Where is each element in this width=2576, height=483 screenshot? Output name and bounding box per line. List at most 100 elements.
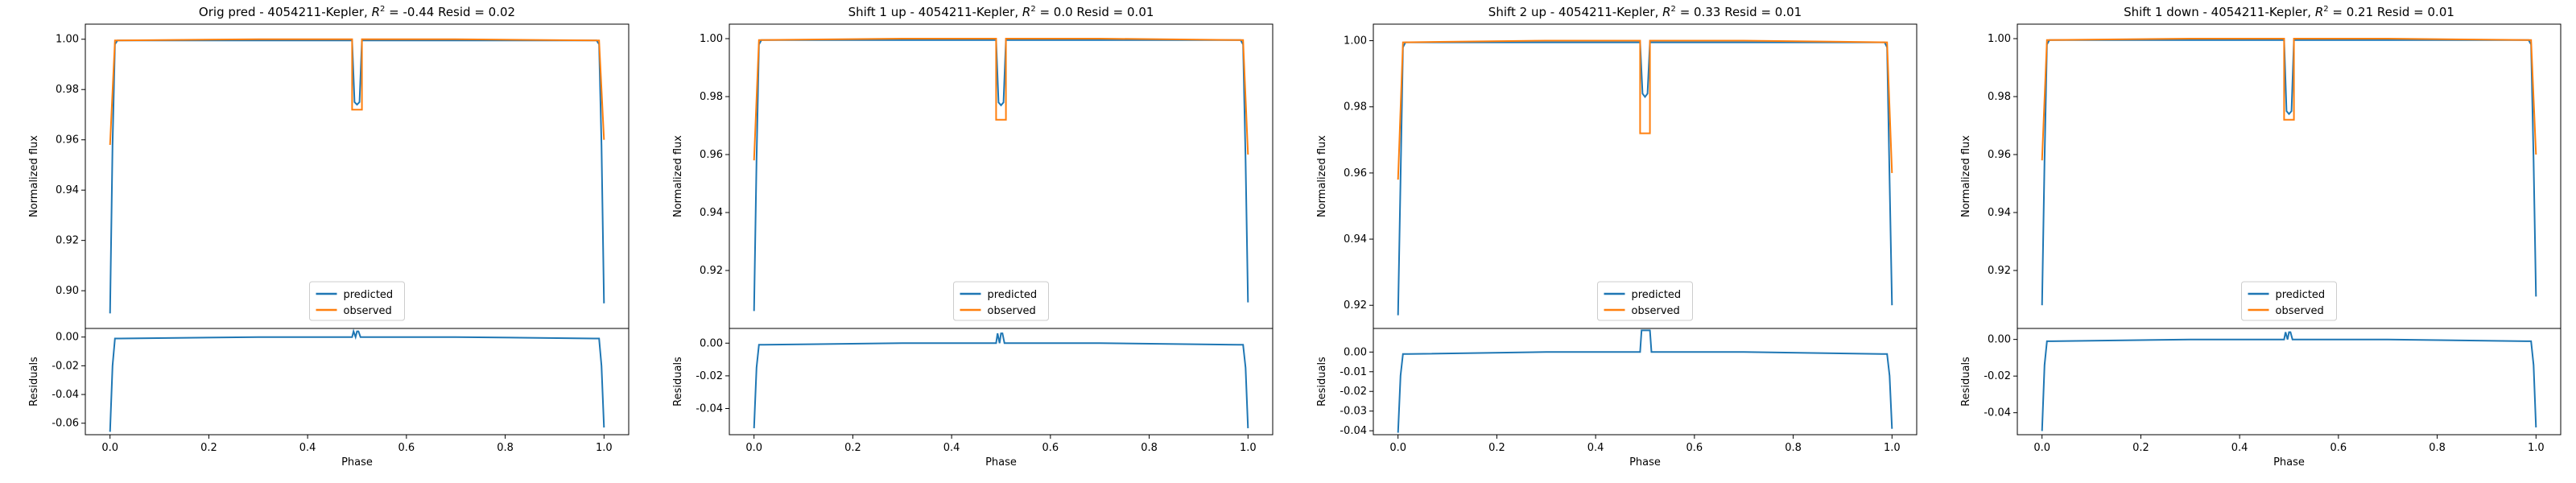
legend: predicted observed (309, 281, 405, 321)
r-squared-symbol: R (1662, 5, 1670, 19)
r-squared-symbol: R (372, 5, 380, 19)
r-squared-symbol: R (1022, 5, 1030, 19)
flux-y-tick-label: 1.00 (56, 34, 79, 46)
residual-y-tick-label: -0.01 (1340, 366, 1367, 378)
chart-title-suffix: Resid = 0.01 (1073, 5, 1154, 19)
x-tick-label: 0.2 (200, 442, 217, 454)
x-tick-label: 0.4 (299, 442, 316, 454)
flux-y-tick-label: 0.94 (1344, 233, 1367, 246)
x-tick-label: 1.0 (1240, 442, 1257, 454)
residual-y-tick-label: -0.04 (1984, 407, 2011, 419)
flux-y-tick-label: 0.96 (1344, 167, 1367, 180)
observed-line (753, 38, 1249, 161)
residual-y-tick-label: -0.04 (52, 389, 79, 401)
chart-title: Shift 1 up - 4054211-Kepler, R2 = 0.0 Re… (848, 5, 1154, 19)
residual-y-tick-label: -0.06 (52, 418, 79, 430)
x-tick-label: 0.2 (1488, 442, 1505, 454)
residual-y-tick-label: 0.00 (700, 337, 723, 349)
flux-y-tick-label: 0.96 (1988, 149, 2011, 161)
x-tick-label: 0.6 (1686, 442, 1703, 454)
legend-label-observed: observed (1632, 305, 1680, 317)
chart-title-suffix: Resid = 0.01 (2373, 5, 2454, 19)
chart-title: Shift 1 down - 4054211-Kepler, R2 = 0.21… (2124, 5, 2454, 19)
x-tick-label: 0.4 (1587, 442, 1604, 454)
x-tick-label: 0.6 (2330, 442, 2347, 454)
flux-y-tick-label: 0.96 (700, 149, 723, 161)
x-axis-label: Phase (985, 456, 1017, 469)
x-tick-label: 0.2 (844, 442, 861, 454)
predicted-line (1397, 41, 1893, 316)
legend-label-observed: observed (2276, 305, 2324, 317)
residual-axes-frame (2017, 328, 2562, 436)
residuals-line (753, 332, 1249, 428)
residual-y-axis-label: Residuals (1960, 357, 1972, 407)
flux-y-axis-label: Normalized flux (28, 135, 40, 217)
x-tick-label: 1.0 (2528, 442, 2545, 454)
chart-title: Orig pred - 4054211-Kepler, R2 = -0.44 R… (199, 5, 515, 19)
chart-title: Shift 2 up - 4054211-Kepler, R2 = 0.33 R… (1488, 5, 1802, 19)
flux-y-tick-label: 0.94 (56, 184, 79, 196)
flux-y-tick-label: 0.98 (56, 84, 79, 96)
flux-y-tick-label: 0.94 (700, 207, 723, 219)
residual-lines (1397, 329, 1893, 433)
residual-lines (109, 328, 605, 432)
residual-y-tick-label: -0.02 (1340, 386, 1367, 398)
flux-y-tick-label: 0.96 (56, 134, 79, 147)
chart-title-prefix: Shift 1 down - 4054211-Kepler, (2124, 5, 2315, 19)
x-tick-label: 0.8 (1785, 442, 1802, 454)
legend-label-predicted: predicted (2276, 289, 2326, 301)
chart-panel-2: Shift 1 up - 4054211-Kepler, R2 = 0.0 Re… (672, 5, 1274, 469)
residuals-line (109, 328, 605, 432)
flux-y-tick-label: 0.98 (700, 91, 723, 103)
x-tick-label: 0.4 (943, 442, 960, 454)
flux-y-tick-label: 0.92 (1344, 299, 1367, 312)
flux-y-tick-label: 1.00 (1988, 33, 2011, 45)
residual-y-tick-label: -0.02 (52, 360, 79, 372)
residual-y-axis-label: Residuals (28, 357, 40, 407)
legend-label-observed: observed (344, 305, 392, 317)
residual-lines (753, 332, 1249, 428)
flux-y-tick-label: 0.98 (1344, 101, 1367, 114)
residual-axes-frame (85, 328, 630, 436)
legend: predicted observed (1597, 281, 1693, 321)
chart-title-prefix: Orig pred - 4054211-Kepler, (199, 5, 372, 19)
predicted-line (2041, 39, 2537, 306)
legend-label-predicted: predicted (344, 289, 394, 301)
flux-y-tick-label: 0.92 (700, 265, 723, 277)
x-tick-label: 0.4 (2231, 442, 2248, 454)
residual-y-tick-label: 0.00 (1344, 346, 1367, 358)
chart-title-prefix: Shift 1 up - 4054211-Kepler, (848, 5, 1022, 19)
x-tick-label: 0.2 (2132, 442, 2149, 454)
x-tick-label: 0.0 (101, 442, 118, 454)
residual-y-axis-label: Residuals (672, 357, 684, 407)
x-tick-label: 0.8 (497, 442, 514, 454)
r-squared-symbol: R (2315, 5, 2323, 19)
observed-line (2041, 38, 2537, 161)
x-tick-label: 0.0 (2033, 442, 2050, 454)
legend-label-predicted: predicted (988, 289, 1038, 301)
residual-y-tick-label: 0.00 (56, 332, 79, 344)
flux-lines (109, 38, 605, 314)
x-axis-label: Phase (1629, 456, 1661, 469)
residual-axes-frame (729, 328, 1274, 436)
residual-y-tick-label: -0.04 (696, 403, 723, 415)
flux-y-axis-label: Normalized flux (1960, 135, 1972, 217)
x-tick-label: 0.8 (2429, 442, 2446, 454)
r-squared-value: = 0.0 (1036, 5, 1073, 19)
flux-y-tick-label: 1.00 (700, 33, 723, 45)
legend: predicted observed (953, 281, 1049, 321)
r-squared-value: = -0.44 (385, 5, 434, 19)
x-tick-label: 0.6 (1042, 442, 1059, 454)
flux-lines (753, 38, 1249, 312)
chart-panel-1: Orig pred - 4054211-Kepler, R2 = -0.44 R… (28, 5, 630, 469)
r-squared-exponent: 2 (380, 5, 385, 14)
chart-title-suffix: Resid = 0.02 (434, 5, 515, 19)
x-axis-label: Phase (2273, 456, 2305, 469)
x-tick-label: 1.0 (1884, 442, 1901, 454)
x-tick-label: 0.0 (745, 442, 762, 454)
flux-y-tick-label: 0.98 (1988, 91, 2011, 103)
chart-title-prefix: Shift 2 up - 4054211-Kepler, (1488, 5, 1662, 19)
flux-y-axis-label: Normalized flux (1316, 135, 1328, 217)
residual-y-tick-label: 0.00 (1988, 334, 2011, 346)
